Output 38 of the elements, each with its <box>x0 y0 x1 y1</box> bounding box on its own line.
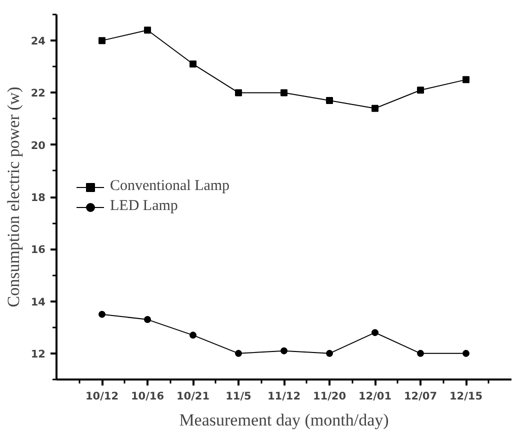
y-tick-label: 14 <box>30 296 46 308</box>
y-tick-label: 12 <box>30 348 46 360</box>
point <box>190 60 196 68</box>
point <box>326 350 333 357</box>
x-tick-label: 12/15 <box>449 390 483 402</box>
x-tick-label: 10/16 <box>130 390 164 402</box>
y-axis-title: Consumption electric power (w) <box>4 86 23 308</box>
point <box>144 26 151 34</box>
x-tick-label: 10/12 <box>85 390 119 402</box>
x-tick-label: 12/01 <box>358 390 392 402</box>
point <box>372 329 378 336</box>
y-tick-label: 24 <box>30 36 46 48</box>
x-tick-label: 11/12 <box>267 390 301 402</box>
point <box>417 86 424 94</box>
y-tick-label: 16 <box>30 244 46 256</box>
legend-label: LED Lamp <box>110 198 178 215</box>
point <box>462 76 470 84</box>
x-tick-label: 11/20 <box>312 390 346 402</box>
point <box>235 350 242 357</box>
x-tick-label: 10/21 <box>176 390 210 402</box>
point <box>326 97 333 104</box>
point <box>280 89 288 96</box>
x-tick-label: 11/5 <box>226 390 252 402</box>
point <box>280 347 288 354</box>
point <box>372 104 378 112</box>
point <box>144 316 151 324</box>
y-tick-label: 22 <box>30 88 46 100</box>
legend-label: Conventional Lamp <box>110 178 230 195</box>
point <box>98 37 106 44</box>
point <box>190 332 196 339</box>
point <box>417 350 424 357</box>
x-tick-label: 12/07 <box>404 390 438 402</box>
y-tick-label: 20 <box>30 140 46 152</box>
point <box>235 89 242 96</box>
x-axis-title: Measurement day (month/day) <box>179 410 389 430</box>
point <box>98 310 106 318</box>
point <box>462 350 470 357</box>
y-tick-label: 18 <box>30 192 46 204</box>
